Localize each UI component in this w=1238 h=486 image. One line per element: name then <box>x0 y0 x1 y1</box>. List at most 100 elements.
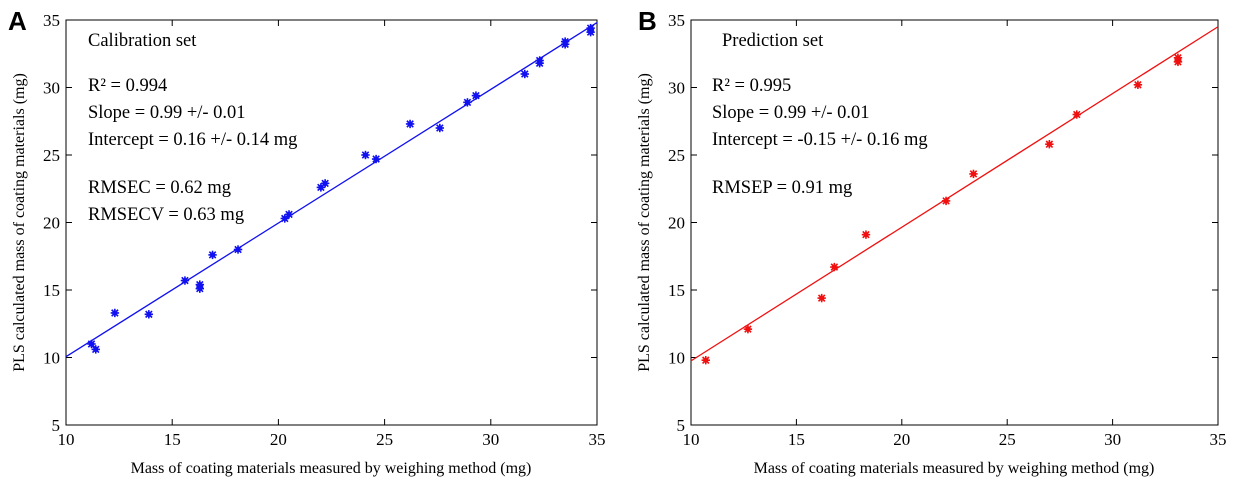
y-tick-label: 35 <box>668 11 685 30</box>
y-tick-label: 35 <box>43 11 60 30</box>
data-point <box>180 276 190 285</box>
data-point <box>405 119 415 129</box>
panel-title: Prediction set <box>722 31 824 51</box>
marker-core <box>1046 141 1052 147</box>
data-point <box>284 210 294 219</box>
data-point <box>560 37 570 46</box>
panel-label: A <box>8 6 27 36</box>
data-point <box>91 345 100 354</box>
marker-core <box>373 156 379 162</box>
marker-core <box>1135 82 1141 88</box>
marker-core <box>863 232 869 238</box>
data-point <box>233 245 243 254</box>
marker-core <box>322 180 328 186</box>
stat-annotation: RMSECV = 0.63 mg <box>88 205 244 225</box>
marker-core <box>745 326 751 332</box>
data-point <box>1045 139 1054 149</box>
data-point <box>320 179 330 188</box>
marker-core <box>235 246 241 253</box>
y-tick-label: 20 <box>668 214 685 233</box>
x-tick-label: 20 <box>893 430 910 449</box>
regression-line <box>690 26 1219 362</box>
y-tick-label: 5 <box>677 416 686 435</box>
stat-annotation: Intercept = 0.16 +/- 0.14 mg <box>88 130 297 150</box>
y-tick-label: 25 <box>668 146 685 165</box>
y-tick-label: 5 <box>52 416 61 435</box>
marker-core <box>943 198 949 204</box>
marker-core <box>362 152 369 158</box>
marker-core <box>286 211 292 217</box>
stat-annotation: Slope = 0.99 +/- 0.01 <box>712 103 870 123</box>
x-tick-label: 30 <box>1104 430 1121 449</box>
data-point <box>520 69 529 79</box>
data-point <box>941 196 951 206</box>
data-point <box>110 308 120 318</box>
data-point <box>1072 110 1081 119</box>
marker-core <box>831 264 837 270</box>
y-tick-label: 15 <box>43 281 60 300</box>
y-tick-label: 25 <box>43 146 60 165</box>
data-point <box>87 339 96 349</box>
data-point <box>144 310 154 319</box>
regression-line <box>65 22 598 358</box>
x-tick-label: 25 <box>376 430 393 449</box>
data-point <box>861 230 871 239</box>
x-tick-label: 15 <box>164 430 181 449</box>
data-point <box>701 356 710 365</box>
marker-core <box>93 346 99 352</box>
stat-annotation: RMSEP = 0.91 mg <box>712 178 852 198</box>
x-tick-label: 30 <box>482 430 499 449</box>
y-tick-label: 10 <box>43 349 60 368</box>
marker-core <box>197 286 203 292</box>
y-axis-label: PLS calculated mass of coating materials… <box>636 73 653 372</box>
marker-core <box>703 357 709 363</box>
data-point <box>1133 80 1143 90</box>
x-tick-label: 10 <box>58 430 75 449</box>
data-point <box>743 324 753 334</box>
data-point <box>535 56 544 65</box>
data-point <box>817 293 826 303</box>
x-tick-label: 35 <box>1210 430 1227 449</box>
data-point <box>463 98 472 107</box>
marker-core <box>112 310 118 316</box>
stat-annotation: R² = 0.994 <box>88 76 167 96</box>
x-tick-label: 15 <box>788 430 805 449</box>
marker-core <box>182 277 188 284</box>
y-tick-label: 15 <box>668 281 685 300</box>
marker-core <box>464 99 471 105</box>
x-axis-label: Mass of coating materials measured by we… <box>131 460 532 477</box>
data-point <box>208 250 217 260</box>
y-tick-label: 10 <box>668 349 685 368</box>
marker-core <box>88 341 95 347</box>
data-point <box>1173 53 1183 62</box>
x-tick-label: 10 <box>683 430 700 449</box>
marker-core <box>588 25 594 31</box>
y-tick-label: 20 <box>43 214 60 233</box>
stat-annotation: R² = 0.995 <box>712 76 791 96</box>
data-point <box>361 150 370 160</box>
x-tick-label: 25 <box>999 430 1016 449</box>
marker-core <box>537 57 543 64</box>
stat-annotation: RMSEC = 0.62 mg <box>88 178 231 198</box>
x-axis-label: Mass of coating materials measured by we… <box>754 460 1155 477</box>
data-point <box>435 123 445 133</box>
marker-core <box>970 171 977 177</box>
marker-core <box>437 125 443 131</box>
marker-core <box>522 71 528 77</box>
y-axis-label: PLS calculated mass of coating materials… <box>11 73 28 372</box>
stat-annotation: Intercept = -0.15 +/- 0.16 mg <box>712 130 928 150</box>
data-point <box>195 284 205 293</box>
x-tick-label: 35 <box>589 430 606 449</box>
marker-core <box>209 252 216 258</box>
data-point <box>471 91 481 100</box>
marker-core <box>146 311 152 317</box>
marker-core <box>473 93 479 99</box>
panel-title: Calibration set <box>88 31 197 51</box>
marker-core <box>562 39 568 45</box>
marker-core <box>1175 55 1181 61</box>
data-point <box>371 154 381 164</box>
y-tick-label: 30 <box>668 79 685 98</box>
